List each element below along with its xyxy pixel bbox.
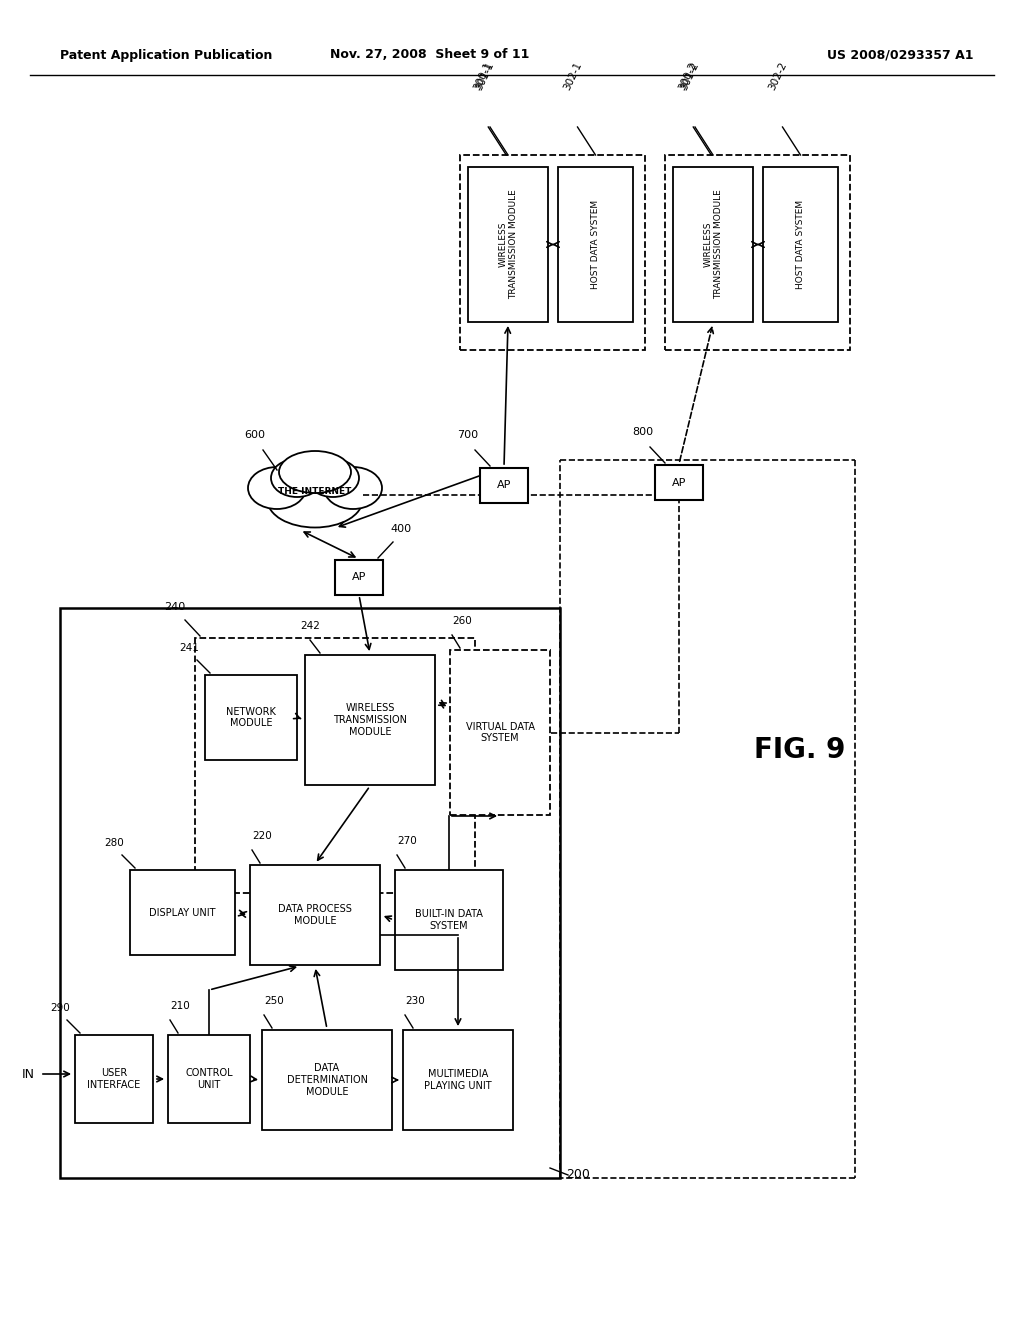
FancyBboxPatch shape bbox=[195, 638, 475, 894]
Text: FIG. 9: FIG. 9 bbox=[755, 737, 846, 764]
Text: 240: 240 bbox=[165, 602, 185, 612]
FancyBboxPatch shape bbox=[673, 168, 753, 322]
FancyBboxPatch shape bbox=[763, 168, 838, 322]
FancyBboxPatch shape bbox=[403, 1030, 513, 1130]
Text: 241: 241 bbox=[179, 643, 199, 653]
Text: AP: AP bbox=[352, 573, 367, 582]
FancyBboxPatch shape bbox=[250, 865, 380, 965]
FancyBboxPatch shape bbox=[305, 655, 435, 785]
Text: 700: 700 bbox=[458, 430, 478, 440]
Text: 200: 200 bbox=[566, 1168, 590, 1181]
Text: 210: 210 bbox=[170, 1001, 189, 1011]
Text: 302-2: 302-2 bbox=[767, 61, 788, 92]
FancyBboxPatch shape bbox=[665, 154, 850, 350]
Text: Patent Application Publication: Patent Application Publication bbox=[60, 49, 272, 62]
Ellipse shape bbox=[324, 467, 382, 510]
FancyBboxPatch shape bbox=[460, 154, 645, 350]
Text: HOST DATA SYSTEM: HOST DATA SYSTEM bbox=[591, 199, 600, 289]
Text: WIRELESS
TRANSMISSION MODULE: WIRELESS TRANSMISSION MODULE bbox=[703, 190, 723, 300]
Text: 242: 242 bbox=[300, 620, 319, 631]
FancyBboxPatch shape bbox=[558, 168, 633, 322]
Text: 230: 230 bbox=[406, 997, 425, 1006]
Text: BUILT-IN DATA
SYSTEM: BUILT-IN DATA SYSTEM bbox=[415, 909, 483, 931]
FancyBboxPatch shape bbox=[655, 465, 703, 500]
Text: DATA
DETERMINATION
MODULE: DATA DETERMINATION MODULE bbox=[287, 1064, 368, 1097]
Text: WIRELESS
TRANSMISSION MODULE: WIRELESS TRANSMISSION MODULE bbox=[499, 190, 518, 300]
Text: AP: AP bbox=[672, 478, 686, 487]
Text: IN: IN bbox=[22, 1068, 35, 1081]
Text: DATA PROCESS
MODULE: DATA PROCESS MODULE bbox=[279, 904, 352, 925]
Text: WIRELESS
TRANSMISSION
MODULE: WIRELESS TRANSMISSION MODULE bbox=[333, 704, 407, 737]
FancyBboxPatch shape bbox=[395, 870, 503, 970]
FancyBboxPatch shape bbox=[75, 1035, 153, 1123]
Text: 302-1: 302-1 bbox=[561, 61, 584, 92]
Text: DISPLAY UNIT: DISPLAY UNIT bbox=[150, 908, 216, 917]
FancyBboxPatch shape bbox=[480, 469, 528, 503]
Text: HOST DATA SYSTEM: HOST DATA SYSTEM bbox=[796, 199, 805, 289]
FancyBboxPatch shape bbox=[168, 1035, 250, 1123]
Text: THE INTERNET: THE INTERNET bbox=[279, 487, 351, 496]
Ellipse shape bbox=[267, 473, 362, 528]
Text: US 2008/0293357 A1: US 2008/0293357 A1 bbox=[826, 49, 973, 62]
Text: MULTIMEDIA
PLAYING UNIT: MULTIMEDIA PLAYING UNIT bbox=[424, 1069, 492, 1090]
Text: 250: 250 bbox=[264, 997, 284, 1006]
FancyBboxPatch shape bbox=[450, 649, 550, 814]
Text: 600: 600 bbox=[245, 430, 265, 440]
Ellipse shape bbox=[271, 459, 323, 498]
Text: VIRTUAL DATA
SYSTEM: VIRTUAL DATA SYSTEM bbox=[466, 722, 535, 743]
Text: 260: 260 bbox=[452, 616, 472, 626]
Text: CONTROL
UNIT: CONTROL UNIT bbox=[185, 1068, 232, 1090]
FancyBboxPatch shape bbox=[205, 675, 297, 760]
FancyBboxPatch shape bbox=[335, 560, 383, 595]
Text: USER
INTERFACE: USER INTERFACE bbox=[87, 1068, 140, 1090]
FancyBboxPatch shape bbox=[262, 1030, 392, 1130]
Text: NETWORK
MODULE: NETWORK MODULE bbox=[226, 706, 275, 729]
Text: 220: 220 bbox=[252, 832, 271, 841]
Ellipse shape bbox=[248, 467, 306, 510]
Text: 800: 800 bbox=[633, 426, 653, 437]
FancyBboxPatch shape bbox=[130, 870, 234, 954]
Text: 270: 270 bbox=[397, 836, 417, 846]
Text: Nov. 27, 2008  Sheet 9 of 11: Nov. 27, 2008 Sheet 9 of 11 bbox=[331, 49, 529, 62]
Text: AP: AP bbox=[497, 480, 511, 491]
Text: 300-1: 300-1 bbox=[472, 61, 495, 92]
Text: 301-1: 301-1 bbox=[474, 61, 496, 92]
Text: 301-2: 301-2 bbox=[679, 61, 700, 92]
Text: 400: 400 bbox=[390, 524, 412, 535]
Ellipse shape bbox=[279, 451, 351, 492]
Ellipse shape bbox=[307, 459, 359, 498]
Text: 290: 290 bbox=[50, 1003, 70, 1012]
FancyBboxPatch shape bbox=[468, 168, 548, 322]
Text: 280: 280 bbox=[104, 838, 124, 847]
Text: 300-2: 300-2 bbox=[678, 61, 699, 92]
FancyBboxPatch shape bbox=[60, 609, 560, 1177]
